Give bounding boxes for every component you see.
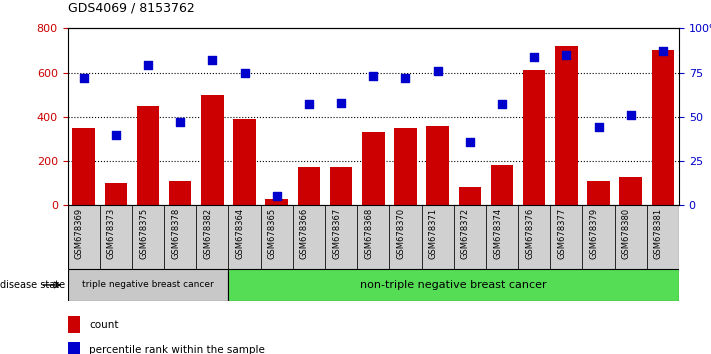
Bar bbox=[261, 205, 293, 269]
Text: GSM678371: GSM678371 bbox=[429, 208, 438, 259]
Bar bbox=[68, 269, 228, 301]
Bar bbox=[169, 181, 191, 205]
Point bbox=[496, 102, 508, 107]
Bar bbox=[330, 167, 353, 205]
Text: GSM678372: GSM678372 bbox=[461, 208, 470, 259]
Bar bbox=[164, 205, 196, 269]
Text: GSM678378: GSM678378 bbox=[171, 208, 180, 259]
Point bbox=[368, 73, 379, 79]
Text: GSM678368: GSM678368 bbox=[364, 208, 373, 259]
Point bbox=[271, 194, 282, 199]
Bar bbox=[228, 269, 679, 301]
Point bbox=[207, 57, 218, 63]
Point bbox=[593, 125, 604, 130]
Bar bbox=[265, 199, 288, 205]
Text: GSM678374: GSM678374 bbox=[493, 208, 502, 259]
Bar bbox=[486, 205, 518, 269]
Bar bbox=[587, 181, 610, 205]
Bar bbox=[555, 46, 577, 205]
Bar bbox=[68, 316, 80, 333]
Bar bbox=[647, 205, 679, 269]
Bar bbox=[68, 342, 80, 354]
Text: GSM678365: GSM678365 bbox=[268, 208, 277, 259]
Text: count: count bbox=[89, 320, 118, 330]
Text: GDS4069 / 8153762: GDS4069 / 8153762 bbox=[68, 1, 194, 14]
Bar bbox=[614, 205, 647, 269]
Bar bbox=[454, 205, 486, 269]
Bar bbox=[390, 205, 422, 269]
Bar bbox=[105, 183, 127, 205]
Bar bbox=[201, 95, 224, 205]
Bar bbox=[362, 132, 385, 205]
Bar bbox=[132, 205, 164, 269]
Bar bbox=[68, 205, 100, 269]
Text: triple negative breast cancer: triple negative breast cancer bbox=[82, 280, 214, 290]
Text: percentile rank within the sample: percentile rank within the sample bbox=[89, 346, 264, 354]
Text: disease state: disease state bbox=[0, 280, 65, 290]
Bar bbox=[491, 166, 513, 205]
Bar bbox=[523, 70, 545, 205]
Point bbox=[110, 132, 122, 137]
Bar bbox=[582, 205, 614, 269]
Bar bbox=[325, 205, 357, 269]
Point bbox=[528, 54, 540, 59]
Point bbox=[625, 112, 636, 118]
Bar bbox=[228, 205, 261, 269]
Bar bbox=[459, 187, 481, 205]
Text: GSM678364: GSM678364 bbox=[235, 208, 245, 259]
Text: GSM678382: GSM678382 bbox=[203, 208, 213, 259]
Bar bbox=[233, 119, 256, 205]
Point bbox=[78, 75, 90, 81]
Text: non-triple negative breast cancer: non-triple negative breast cancer bbox=[360, 280, 547, 290]
Bar bbox=[298, 167, 320, 205]
Point bbox=[142, 63, 154, 68]
Bar bbox=[422, 205, 454, 269]
Text: GSM678379: GSM678379 bbox=[589, 208, 599, 259]
Point bbox=[174, 119, 186, 125]
Bar bbox=[394, 128, 417, 205]
Text: GSM678380: GSM678380 bbox=[621, 208, 631, 259]
Bar bbox=[518, 205, 550, 269]
Bar bbox=[550, 205, 582, 269]
Point bbox=[239, 70, 250, 75]
Text: GSM678381: GSM678381 bbox=[654, 208, 663, 259]
Text: GSM678377: GSM678377 bbox=[557, 208, 567, 259]
Point bbox=[400, 75, 411, 81]
Point bbox=[336, 100, 347, 105]
Point bbox=[432, 68, 444, 74]
Text: GSM678370: GSM678370 bbox=[397, 208, 405, 259]
Text: GSM678369: GSM678369 bbox=[75, 208, 84, 259]
Text: GSM678367: GSM678367 bbox=[332, 208, 341, 259]
Text: GSM678375: GSM678375 bbox=[139, 208, 148, 259]
Bar bbox=[196, 205, 228, 269]
Bar bbox=[73, 128, 95, 205]
Bar bbox=[619, 177, 642, 205]
Point bbox=[464, 139, 476, 144]
Point bbox=[303, 102, 314, 107]
Bar bbox=[100, 205, 132, 269]
Bar bbox=[652, 51, 674, 205]
Point bbox=[561, 52, 572, 58]
Bar bbox=[427, 126, 449, 205]
Bar bbox=[357, 205, 390, 269]
Point bbox=[657, 48, 668, 54]
Text: GSM678366: GSM678366 bbox=[300, 208, 309, 259]
Bar bbox=[137, 106, 159, 205]
Text: GSM678376: GSM678376 bbox=[525, 208, 534, 259]
Text: GSM678373: GSM678373 bbox=[107, 208, 116, 259]
Bar bbox=[293, 205, 325, 269]
